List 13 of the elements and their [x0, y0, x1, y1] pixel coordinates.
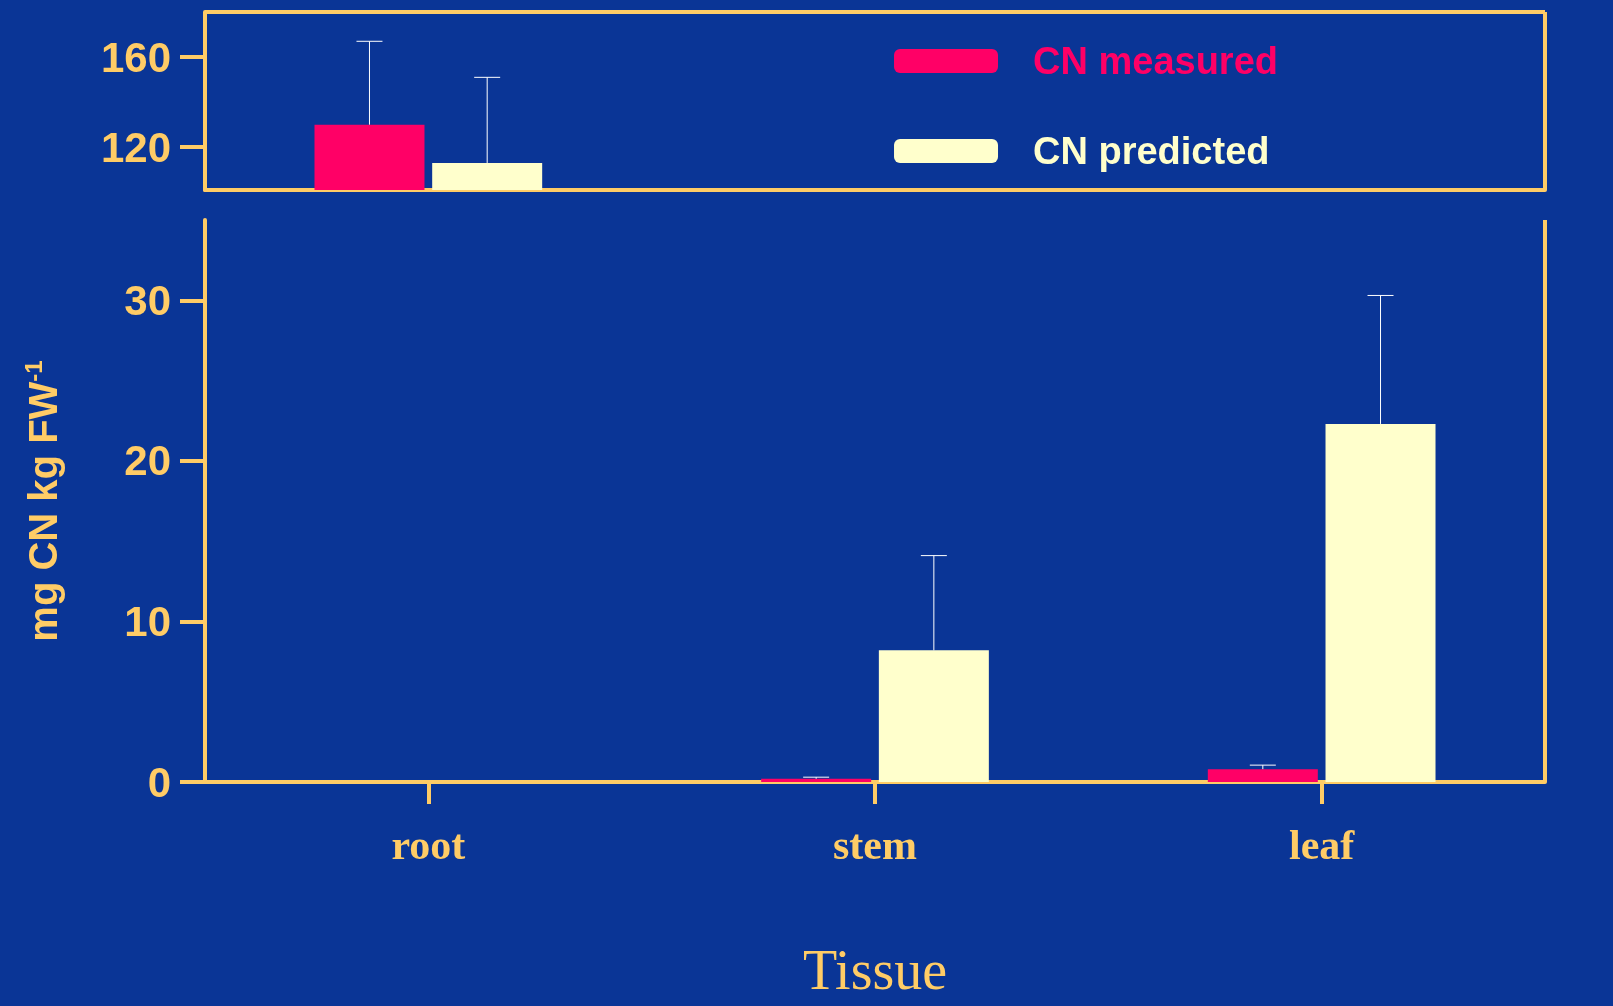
y-tick-label: 160 — [100, 33, 171, 81]
y-tick-label: 20 — [124, 437, 171, 485]
x-tick-label: leaf — [1289, 822, 1356, 868]
y-tick-label: 10 — [124, 597, 171, 645]
legend-label: CN measured — [1033, 40, 1279, 82]
y-tick-label: 120 — [100, 123, 171, 171]
y-tick-label: 30 — [124, 276, 171, 324]
y-tick-label: 0 — [147, 758, 171, 806]
x-tick-label: stem — [833, 822, 917, 868]
x-tick-label: root — [391, 822, 466, 868]
legend-label: CN predicted — [1033, 130, 1270, 172]
x-axis-title: Tissue — [802, 939, 948, 1001]
y-axis-title: mg CN kg FW-1 — [19, 360, 65, 642]
